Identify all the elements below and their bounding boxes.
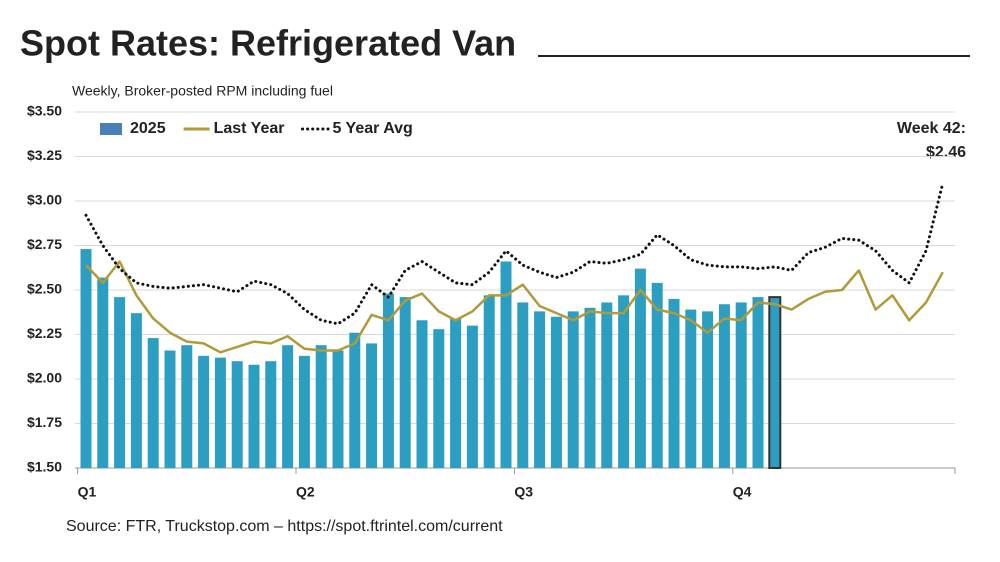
dotted-line (84, 181, 945, 326)
bar (718, 304, 730, 468)
bar (584, 307, 596, 468)
bar (634, 268, 646, 468)
x-tick-label: Q2 (296, 484, 315, 500)
legend-swatch (100, 123, 122, 135)
y-tick-label: $2.50 (27, 281, 62, 297)
y-tick-label: $2.75 (27, 236, 62, 252)
bar (97, 277, 109, 468)
bar (768, 296, 782, 469)
legend-label: 5 Year Avg (332, 120, 412, 137)
bar (231, 361, 243, 468)
bar (735, 302, 747, 468)
bar (80, 249, 92, 468)
bar (550, 316, 562, 468)
chart-title: Spot Rates: Refrigerated Van (20, 23, 516, 64)
annotation: $2.46 (926, 144, 966, 161)
subtitle: Weekly, Broker-posted RPM including fuel (72, 83, 333, 99)
bar (198, 355, 210, 468)
bar (618, 295, 630, 468)
bar (366, 343, 378, 468)
bar (282, 345, 294, 468)
bar (332, 350, 344, 468)
legend-label: Last Year (214, 120, 285, 137)
bar (433, 329, 445, 468)
y-tick-label: $3.50 (27, 103, 62, 119)
y-tick-label: $3.00 (27, 192, 62, 208)
bar (601, 302, 613, 468)
bar (248, 364, 260, 468)
bar (752, 297, 764, 468)
annotation: Week 42: (897, 120, 966, 137)
bar (466, 325, 478, 468)
bar (130, 313, 142, 468)
bar (534, 311, 546, 468)
bar (668, 298, 680, 468)
line (85, 260, 944, 354)
x-tick-label: Q3 (514, 484, 533, 500)
x-tick-label: Q1 (78, 484, 97, 500)
x-tick-label: Q4 (733, 484, 752, 500)
y-tick-label: $2.25 (27, 325, 62, 341)
bar (315, 345, 327, 468)
bar (147, 338, 159, 468)
y-tick-label: $1.50 (27, 459, 62, 475)
source: Source: FTR, Truckstop.com – https://spo… (66, 518, 503, 535)
bar (214, 357, 226, 468)
bar (416, 320, 428, 468)
bar (685, 309, 697, 468)
y-tick-label: $1.75 (27, 414, 62, 430)
bar (265, 361, 277, 468)
bar (382, 293, 394, 468)
bar (114, 297, 126, 468)
bar (651, 282, 663, 468)
bar (450, 318, 462, 468)
y-tick-label: $2.00 (27, 370, 62, 386)
bar (500, 261, 512, 468)
bar (181, 345, 193, 468)
legend-label: 2025 (130, 120, 166, 137)
bar (702, 311, 714, 468)
bar (567, 311, 579, 468)
bar (349, 332, 361, 468)
bar (399, 297, 411, 468)
bar (483, 295, 495, 468)
bar (164, 350, 176, 468)
y-tick-label: $3.25 (27, 147, 62, 163)
bar (517, 302, 529, 468)
bar (298, 355, 310, 468)
